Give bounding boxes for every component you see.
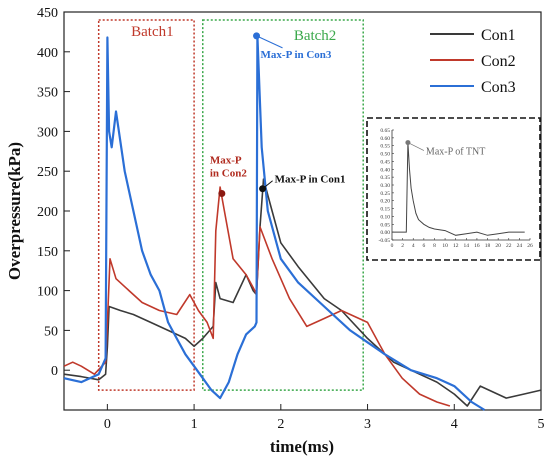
x-tick-label: 4 bbox=[451, 417, 458, 432]
inset-y-tick-label: 0.65 bbox=[380, 128, 390, 134]
y-tick-label: 100 bbox=[37, 285, 58, 300]
maxp-con3-leader bbox=[256, 35, 283, 49]
inset-x-tick-label: 16 bbox=[474, 243, 480, 249]
inset-y-tick-label: 0.05 bbox=[380, 222, 390, 228]
maxp-con2-label-line2: in Con2 bbox=[210, 167, 247, 179]
inset-x-tick-label: 20 bbox=[495, 243, 501, 249]
y-tick-label: 200 bbox=[37, 205, 58, 220]
inset-frame bbox=[366, 117, 541, 261]
inset-x-tick-label: 4 bbox=[412, 243, 415, 249]
inset-x-tick-label: 18 bbox=[485, 243, 491, 249]
maxp-con2-label-line1: Max-P bbox=[210, 154, 242, 166]
inset-y-tick-label: 0.30 bbox=[380, 183, 390, 189]
legend-label-con3: Con3 bbox=[481, 79, 516, 96]
x-tick-label: 0 bbox=[104, 417, 111, 432]
inset-y-tick-label: 0.00 bbox=[380, 230, 390, 236]
inset-x-tick-label: 14 bbox=[464, 243, 470, 249]
batch1-label: Batch1 bbox=[131, 24, 174, 40]
inset-chart: -0.05 0.00 0.05 0.100.15 0.20 0.25 0.30 0.35 0.4… bbox=[366, 117, 541, 261]
inset-y-tick-label: -0.05 bbox=[379, 238, 391, 244]
inset-y-tick-label: 0.50 bbox=[380, 152, 390, 158]
inset-x-tick-label: 12 bbox=[453, 243, 459, 249]
y-tick-label: 450 bbox=[37, 6, 58, 21]
maxp-con1-leader bbox=[262, 180, 273, 190]
series-line-con3 bbox=[63, 34, 486, 411]
inset-x-tick-label: 22 bbox=[506, 243, 512, 249]
y-tick-label: 400 bbox=[37, 46, 58, 61]
inset-y-tick-label: 0.20 bbox=[380, 199, 390, 205]
batch2-box bbox=[202, 19, 364, 391]
x-tick-label: 3 bbox=[364, 417, 371, 432]
y-tick-label: 50 bbox=[44, 324, 58, 339]
inset-peak-label: Max-P of TNT bbox=[426, 147, 485, 158]
inset-x-tick-label: 24 bbox=[517, 243, 523, 249]
inset-y-tick-label: 0.10 bbox=[380, 214, 390, 220]
y-tick-label: 150 bbox=[37, 245, 58, 260]
inset-x-tick-label: 6 bbox=[422, 243, 425, 249]
x-tick-label: 5 bbox=[538, 417, 545, 432]
inset-y-tick-label: 0.55 bbox=[380, 144, 390, 150]
inset-x-tick-label: 0 bbox=[391, 243, 394, 249]
legend-label-con1: Con1 bbox=[481, 27, 516, 44]
legend: Con1 Con2 Con3 bbox=[430, 27, 516, 96]
y-axis-label: Overpressure(kPa) bbox=[5, 142, 24, 280]
inset-y-tick-label: 0.40 bbox=[380, 167, 390, 173]
inset-series-line bbox=[392, 142, 525, 236]
y-tick-label: 350 bbox=[37, 86, 58, 101]
series-line-con2 bbox=[63, 186, 451, 407]
y-tick-label: 0 bbox=[51, 364, 58, 379]
inset-y-tick-label: 0.15 bbox=[380, 207, 390, 213]
legend-label-con2: Con2 bbox=[481, 53, 516, 70]
x-axis-label: time(ms) bbox=[270, 437, 334, 456]
inset-y-tick-label: 0.60 bbox=[380, 136, 390, 142]
maxp-con3-label: Max-P in Con3 bbox=[261, 49, 332, 61]
inset-x-tick-label: 8 bbox=[433, 243, 436, 249]
batch1-box bbox=[97, 19, 195, 391]
x-tick-label: 2 bbox=[277, 417, 284, 432]
inset-x-tick-label: 10 bbox=[442, 243, 448, 249]
batch2-label: Batch2 bbox=[294, 28, 337, 44]
maxp-con2-marker bbox=[218, 189, 226, 197]
maxp-con1-label: Max-P in Con1 bbox=[275, 174, 346, 186]
inset-x-tick-label: 26 bbox=[527, 243, 533, 249]
inset-y-tick-label: 0.45 bbox=[380, 159, 390, 165]
inset-y-tick-label: 0.25 bbox=[380, 191, 390, 197]
inset-y-tick-label: 0.35 bbox=[380, 175, 390, 181]
y-tick-label: 250 bbox=[37, 165, 58, 180]
inset-peak-leader bbox=[407, 142, 425, 151]
series-line-con1 bbox=[63, 178, 542, 407]
inset-x-tick-label: 2 bbox=[401, 243, 404, 249]
x-tick-label: 1 bbox=[191, 417, 198, 432]
y-tick-label: 300 bbox=[37, 125, 58, 140]
